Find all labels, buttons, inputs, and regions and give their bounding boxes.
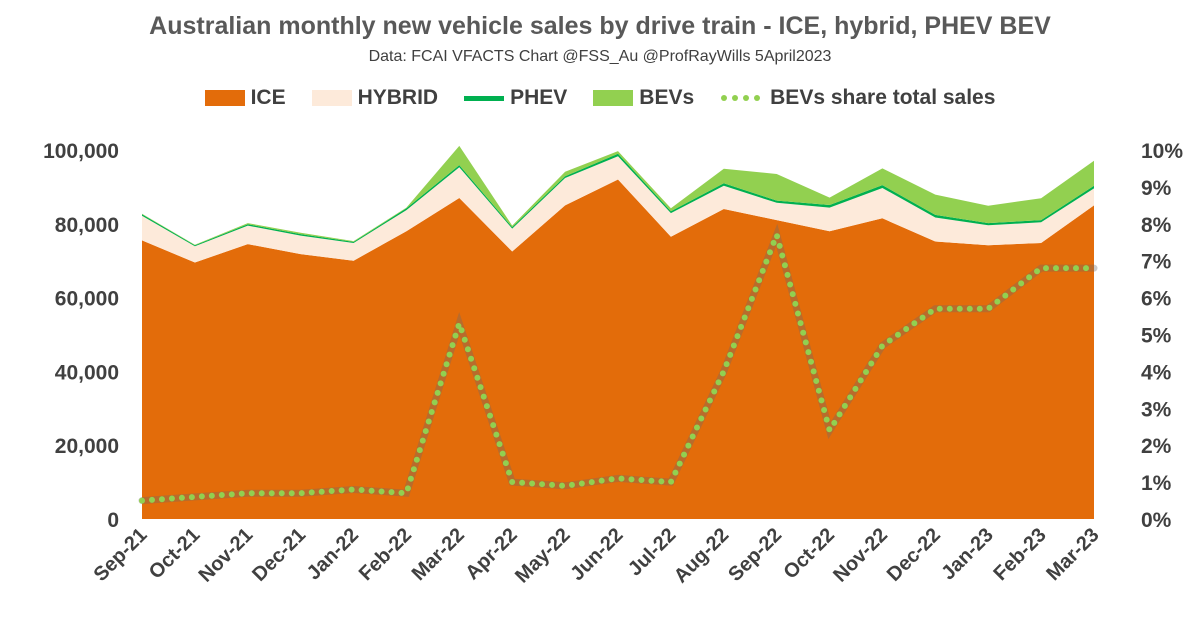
area-layers [142,145,1094,519]
x-tick-label: Sep-22 [724,524,786,586]
x-tick-label: Sep-21 [90,524,152,586]
legend-item-phev: PHEV [464,86,567,110]
x-tick-label: Dec-21 [248,524,310,586]
chart-legend: ICE HYBRID PHEV BEVs BEVs share total sa… [0,86,1200,110]
y-right-tick-label: 3% [1141,398,1172,421]
y-right-tick-label: 7% [1141,251,1172,274]
y-right-tick-label: 2% [1141,435,1172,458]
x-tick-label: Nov-21 [195,524,258,587]
bev-share-dotted-line [139,225,1097,504]
legend-item-ice: ICE [204,86,286,110]
chart-title: Australian monthly new vehicle sales by … [149,12,1051,40]
y-right-tick-label: 9% [1141,177,1172,200]
x-tick-label: Feb-23 [990,524,1051,585]
legend-swatch-ice [204,90,245,106]
area-bevs [142,145,1094,246]
y-left-tick-label: 0 [107,509,119,532]
area-ice [142,179,1094,519]
legend-label-ice: ICE [250,86,286,109]
y-axis-left: 0 20,000 40,000 60,000 80,000 100,000 [43,140,119,532]
x-tick-label: Aug-22 [670,524,733,587]
x-tick-label: Jan-23 [937,524,997,584]
x-tick-label: Dec-22 [883,524,945,586]
legend-item-bevs: BEVs [593,86,694,110]
legend-label-phev: PHEV [510,86,568,109]
y-right-tick-label: 0% [1141,509,1172,532]
x-tick-label: Oct-21 [145,524,205,584]
legend-label-bev-share: BEVs share total sales [770,86,996,109]
x-tick-label: May-22 [511,524,575,588]
y-left-tick-label: 40,000 [55,361,119,384]
y-left-tick-label: 20,000 [55,435,119,458]
x-tick-label: Mar-22 [408,524,469,585]
legend-item-hybrid: HYBRID [311,86,439,110]
y-left-tick-label: 60,000 [55,288,119,311]
y-axis-right: 0% 1% 2% 3% 4% 5% 6% 7% 8% 9% 10% [1141,140,1183,532]
y-right-tick-label: 4% [1141,361,1172,384]
x-tick-label: Feb-22 [355,524,416,585]
y-right-tick-label: 10% [1141,140,1183,163]
y-right-tick-label: 8% [1141,214,1172,237]
chart-subtitle: Data: FCAI VFACTS Chart @FSS_Au @ProfRay… [368,48,832,65]
legend-item-bev-share: BEVs share total sales [720,86,995,110]
y-right-tick-label: 5% [1141,325,1172,348]
y-right-tick-label: 1% [1141,472,1172,495]
bev-share-line [138,223,1098,505]
y-left-tick-label: 80,000 [55,214,119,237]
x-tick-label: Oct-22 [780,524,840,584]
x-axis: Sep-21Oct-21Nov-21Dec-21Jan-22Feb-22Mar-… [90,524,1104,588]
legend-swatch-bevs [593,90,634,106]
x-tick-label: Jun-22 [566,524,627,585]
area-hybrid [142,156,1094,263]
legend-swatch-bev-share [721,95,761,101]
x-tick-label: Nov-22 [829,524,892,587]
x-tick-label: Mar-23 [1042,524,1103,585]
y-left-tick-label: 100,000 [43,140,119,163]
x-tick-label: Jan-22 [303,524,363,584]
legend-label-bevs: BEVs [639,86,695,109]
y-right-tick-label: 6% [1141,288,1172,311]
legend-swatch-phev [464,95,505,101]
legend-label-hybrid: HYBRID [357,86,439,109]
x-tick-label: Apr-22 [461,524,521,584]
legend-swatch-hybrid [311,90,352,106]
